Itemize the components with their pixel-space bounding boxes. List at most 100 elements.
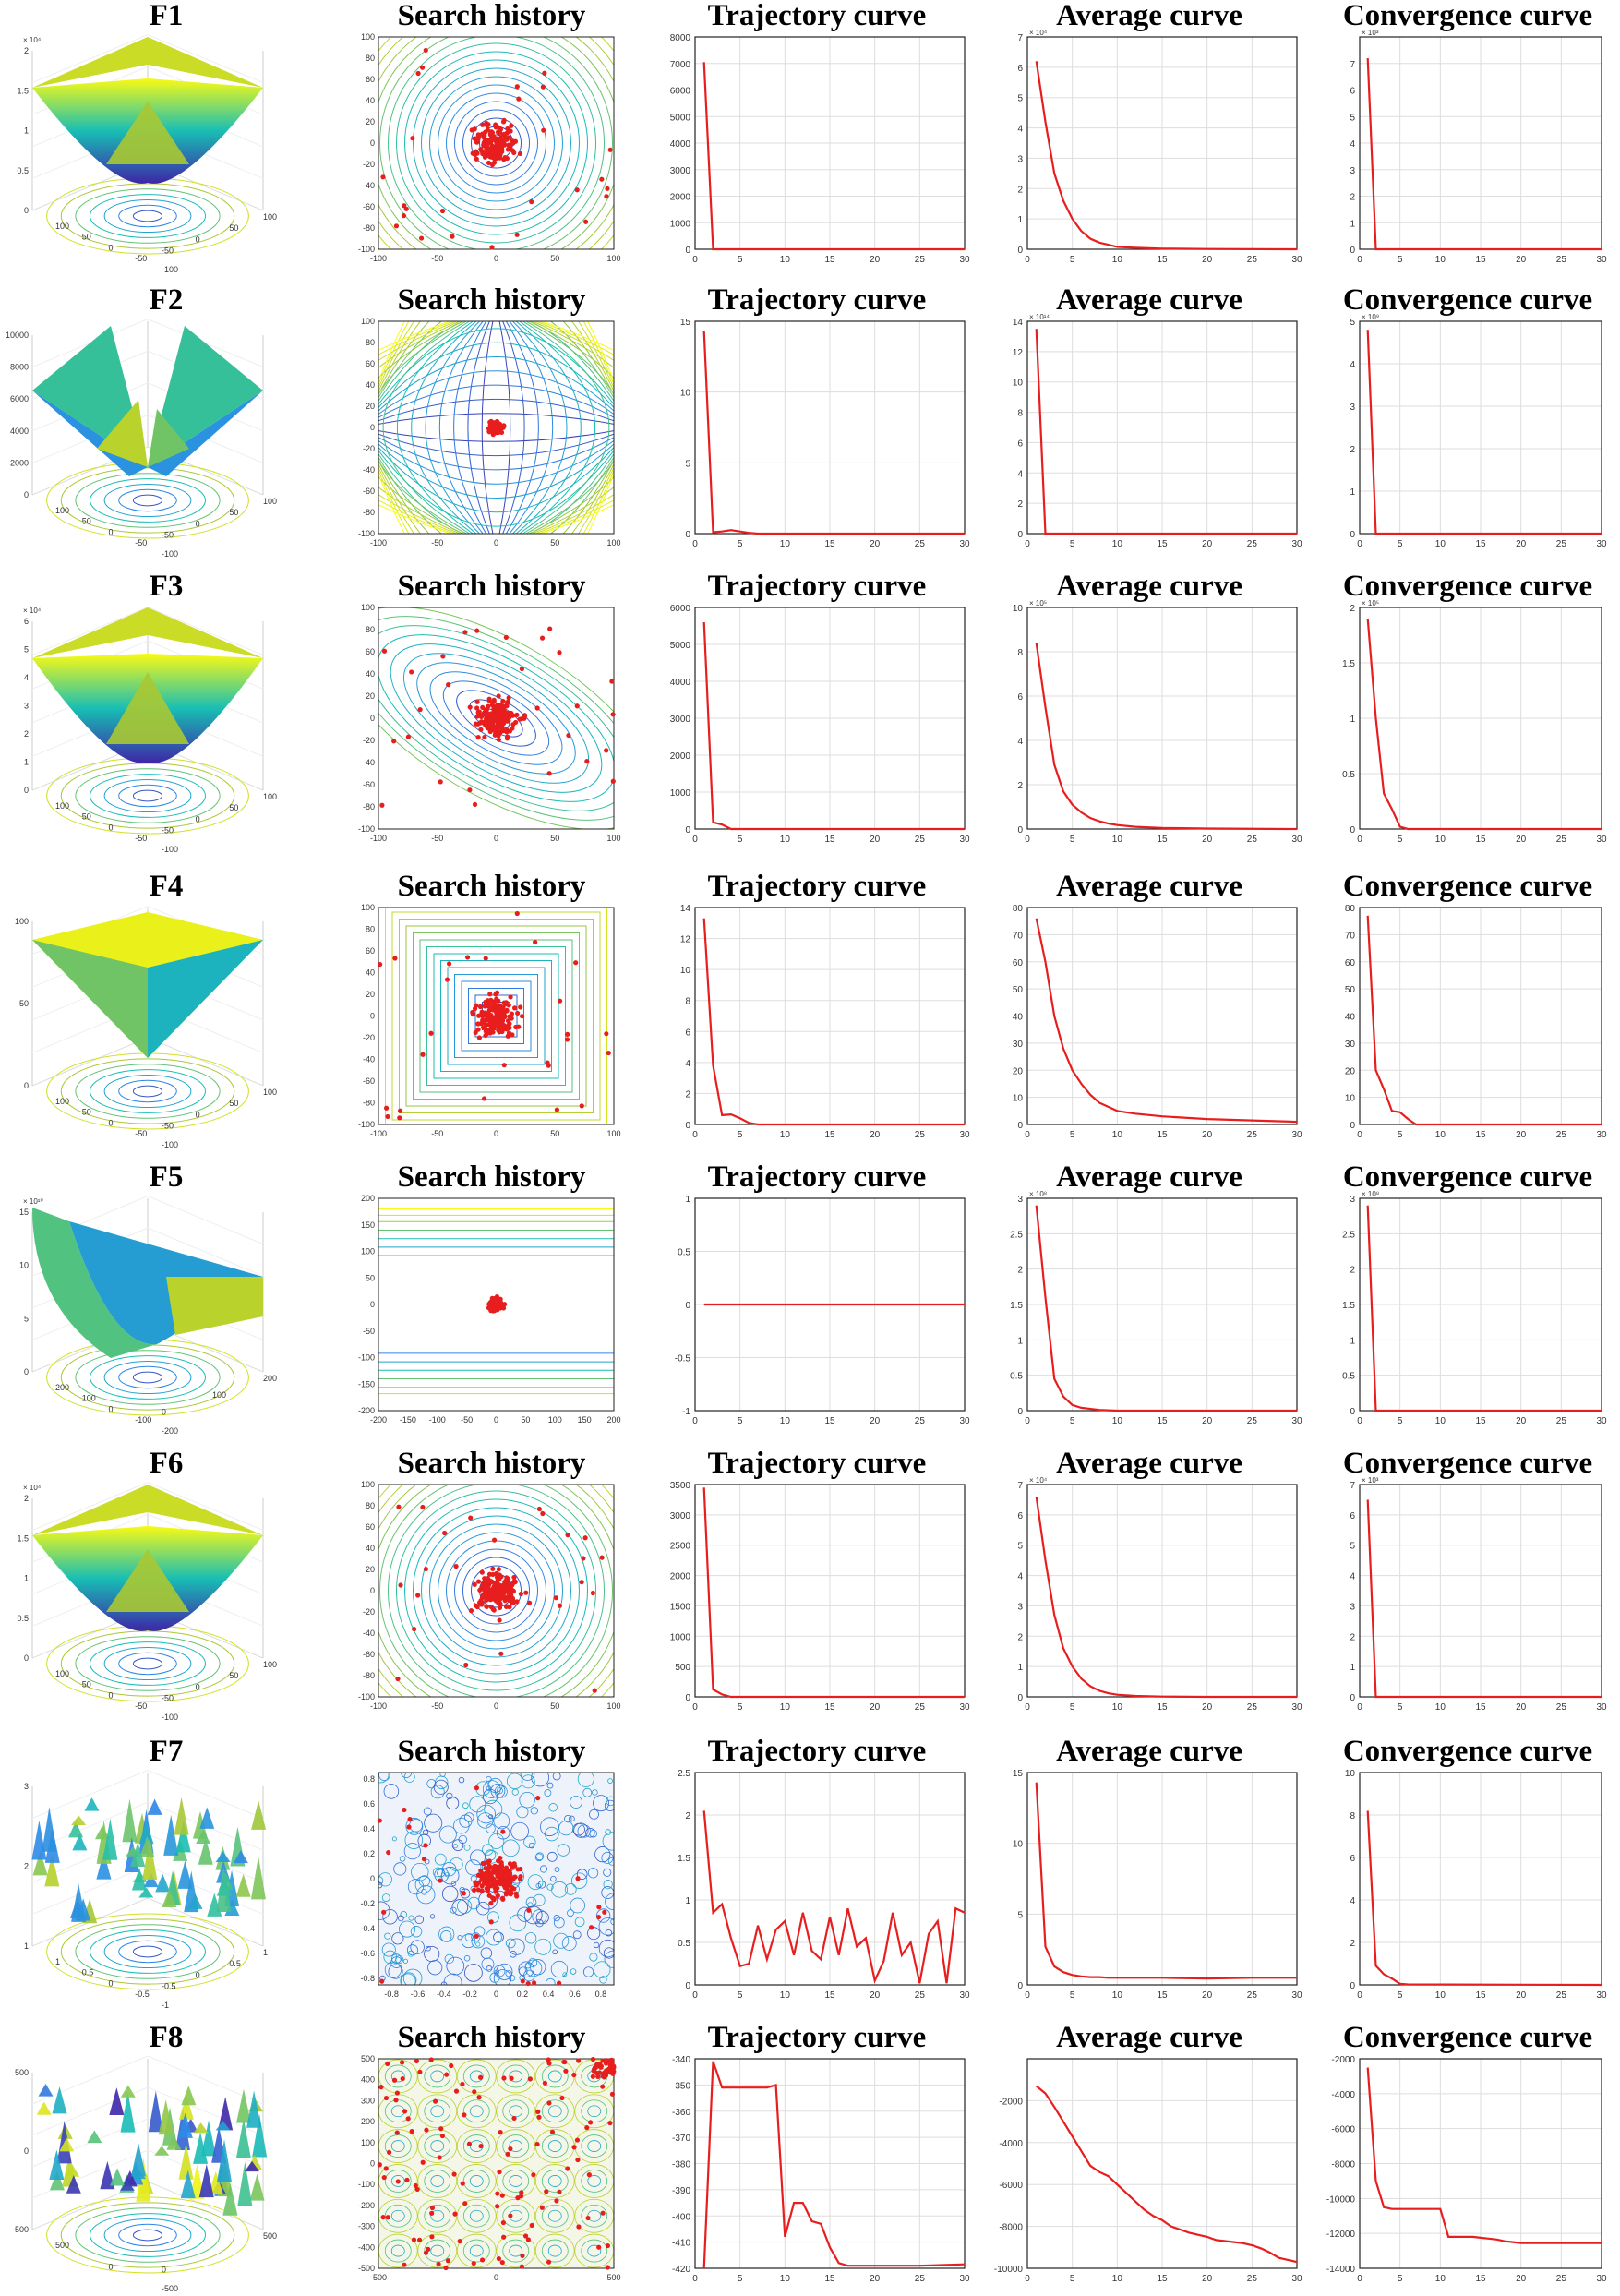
y-tick-label: -50 <box>363 1327 375 1336</box>
axis-ticks: 0 5 10 15 20 25 30 -10000 -8000 -6000 -4000 -2000 <box>994 2097 1302 2284</box>
y-tick-label: 3000 <box>670 166 691 176</box>
y-tick-label: 3 <box>1350 1195 1355 1205</box>
x-tick-label: 30 <box>1291 539 1302 549</box>
x-tick-label: 0 <box>1357 1990 1362 2001</box>
z-tick-label: 4000 <box>10 427 29 436</box>
search-history-plot: -100 -50 0 50 100 -100 -80 -60 -40 -20 0 20 40 60 80 10… <box>358 317 621 547</box>
axis-ticks: 0 5 10 15 20 25 30 -420 -410 -400 -390 -380 -370 -360… <box>672 2055 970 2284</box>
y-tick-label: -50 <box>162 246 174 255</box>
y-tick-label: 2000 <box>670 1572 691 1582</box>
y-tick-label: 0 <box>1350 1693 1355 1703</box>
x-tick-label: 0 <box>109 1118 114 1127</box>
gridlines <box>1359 1197 1602 1412</box>
y-tick-label: 6 <box>685 1028 690 1038</box>
y-tick-label: -360 <box>672 2108 690 2118</box>
gridlines <box>1026 907 1298 1125</box>
x-tick-label: 15 <box>1475 835 1486 845</box>
x-tick-label: 0 <box>109 1690 114 1700</box>
y-exponent-label: × 10⁸ <box>1029 1190 1047 1198</box>
x-tick-label: 10 <box>1112 1702 1123 1713</box>
y-tick-label: 0 <box>1350 1407 1355 1417</box>
y-tick-label: -50 <box>162 825 174 835</box>
x-tick-label: 100 <box>55 1097 69 1106</box>
axis-ticks: 0 5 10 15 20 25 30 0 2 4 6 8 10 <box>1345 1769 1607 2001</box>
y-tick-label: 80 <box>1345 904 1356 914</box>
x-tick-label: -100 <box>370 254 387 263</box>
x-tick-label: 5 <box>738 2274 743 2284</box>
y-tick-label: 60 <box>366 647 375 656</box>
y-tick-label: 8 <box>685 997 690 1007</box>
series-line <box>702 2061 966 2269</box>
x-tick-label: 500 <box>55 2241 69 2250</box>
y-tick-label: 50 <box>366 1273 375 1282</box>
x-tick-label: 0 <box>1025 255 1030 265</box>
line-chart: 0 5 10 15 20 25 30 0 1000 2000 3000 4000 5000 6000 <box>670 604 970 845</box>
line-chart: 0 5 10 15 20 25 30 -420 -410 -400 -390 -380 -370 -360… <box>672 2055 970 2284</box>
y-tick-label: 1000 <box>670 1632 691 1642</box>
axis-ticks: -100 -50 0 50 100 -100 -80 -60 -40 -20 0 20 40 60 80 10… <box>358 317 621 547</box>
y-tick-label: 20 <box>366 117 375 126</box>
axis-ticks: 0 5 10 15 20 25 30 -14000 -12000 -10000 -8000 -6000… <box>1326 2055 1607 2284</box>
surface-tick-labels: 100 50 0 100 50 0 -50 -100 -50 0 50 100 <box>15 917 277 1149</box>
gridlines <box>1359 320 1602 535</box>
search-history-plot: -200 -150 -100 -50 0 50 100 150 200 -200 -150 -100 -… <box>358 1194 621 1424</box>
y-tick-label: 5000 <box>670 113 691 123</box>
x-tick-label: 25 <box>915 2274 926 2284</box>
x-tick-label: 50 <box>550 834 559 843</box>
y-tick-label: 8 <box>1017 409 1023 419</box>
x-tick-label: 20 <box>1516 2274 1527 2284</box>
panel-title: Convergence curve <box>1342 870 1593 903</box>
y-tick-label: 6 <box>1350 1854 1355 1864</box>
x-tick-label: 20 <box>870 2274 881 2284</box>
gridlines <box>694 907 966 1125</box>
function-label: F3 <box>149 570 184 603</box>
axis-ticks: 0 5 10 15 20 25 30 0 1000 2000 3000 4000 5000 6000 <box>670 604 970 845</box>
axis-ticks: 0 5 10 15 20 25 30 0 1 2 3 4 5 6 7 × 10⁴ <box>1017 29 1302 265</box>
y-tick-label: 4 <box>1017 469 1023 479</box>
x-tick-label: 5 <box>1070 2274 1075 2284</box>
function-label: F2 <box>149 283 184 317</box>
y-tick-label: 0 <box>1017 1121 1023 1131</box>
panel-title: Trajectory curve <box>707 870 927 903</box>
y-tick-label: 100 <box>361 317 375 326</box>
x-tick-label: -150 <box>400 1415 416 1424</box>
y-tick-label: -50 <box>162 1693 174 1702</box>
search-history-panel: Search history -0.8 -0.6 -0.4 -0.2 0 0.2 0.4 0.6… <box>332 1736 651 2013</box>
x-tick-label: -50 <box>135 1129 147 1138</box>
x-tick-label: 10 <box>1112 1130 1123 1140</box>
y-tick-label: 80 <box>366 625 375 634</box>
x-tick-label: 0 <box>692 1990 698 2001</box>
x-tick-label: 0 <box>1025 835 1030 845</box>
x-tick-label: -0.6 <box>411 1989 426 1999</box>
gridlines <box>1026 36 1298 250</box>
y-tick-label: 4 <box>1017 737 1023 747</box>
trajectory-curve-panel: Trajectory curve 0 5 10 15 20 25 30 -420 -410 -400… <box>651 2022 983 2296</box>
row-f3: F3 6 5 4 3 2 1 0 × 10⁴ 100 50 0 -50 -100 -50 0 50 100 Sear… <box>0 571 1620 857</box>
panel-title: Trajectory curve <box>707 570 927 603</box>
series-line <box>1035 643 1298 831</box>
y-tick-label: 100 <box>263 212 277 222</box>
trajectory-curve-panel: Trajectory curve 0 5 10 15 20 25 30 -1 -0.5 0 0.5 1 <box>651 1161 983 1438</box>
surface-tick-labels: 2 1.5 1 0.5 0 × 10⁴ 100 50 0 -50 -100 -50 0 50 100 <box>17 36 277 274</box>
axis-ticks: 0 5 10 15 20 25 30 0 2 4 6 8 10 × 10⁵ <box>1013 599 1302 845</box>
y-tick-label: -410 <box>672 2239 690 2249</box>
line-chart: 0 5 10 15 20 25 30 0 1 2 3 4 5 6 7 × 10³ <box>1350 29 1607 265</box>
y-tick-label: 4000 <box>670 678 691 688</box>
y-tick-label: -0.2 <box>360 1899 375 1908</box>
y-tick-label: -0.4 <box>360 1924 375 1933</box>
x-tick-label: 0 <box>109 1978 114 1988</box>
y-tick-label: -100 <box>358 245 375 254</box>
y-tick-label: -400 <box>672 2212 690 2222</box>
surface-mesh <box>36 2084 268 2216</box>
x-tick-label: 30 <box>959 1416 970 1426</box>
gridlines <box>694 36 966 250</box>
panel-title: Search history <box>397 1447 586 1480</box>
y-tick-label: 50 <box>1013 985 1024 995</box>
y-tick-label: -80 <box>363 802 375 811</box>
y-tick-label: 2 <box>1350 193 1355 203</box>
y-tick-label: 100 <box>361 1247 375 1256</box>
x-tick-label: 0 <box>494 1129 498 1138</box>
plot-frame <box>378 607 615 830</box>
search-points <box>379 626 616 808</box>
x-tick-label: 20 <box>870 1416 881 1426</box>
